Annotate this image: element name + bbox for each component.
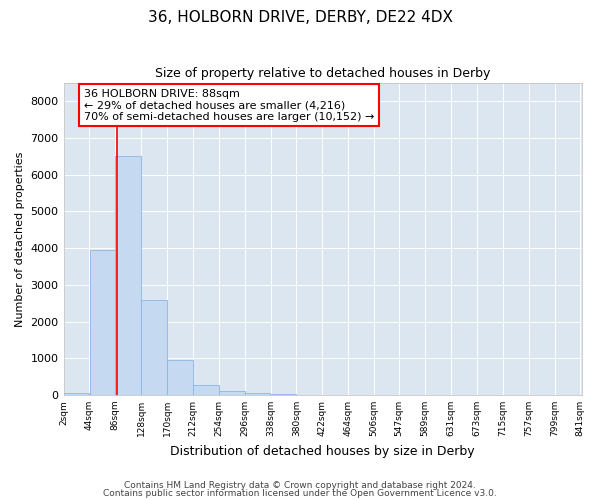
Bar [219,390,245,395]
Bar [141,300,167,395]
Text: 36 HOLBORN DRIVE: 88sqm
← 29% of detached houses are smaller (4,216)
70% of semi: 36 HOLBORN DRIVE: 88sqm ← 29% of detache… [84,88,374,122]
Text: 36, HOLBORN DRIVE, DERBY, DE22 4DX: 36, HOLBORN DRIVE, DERBY, DE22 4DX [148,10,452,25]
Bar [193,384,218,395]
Bar [89,250,115,395]
Bar [64,393,89,395]
Y-axis label: Number of detached properties: Number of detached properties [15,152,25,326]
Bar [245,393,271,395]
Text: Contains public sector information licensed under the Open Government Licence v3: Contains public sector information licen… [103,488,497,498]
Title: Size of property relative to detached houses in Derby: Size of property relative to detached ho… [155,68,490,80]
Bar [271,394,296,395]
Bar [115,156,141,395]
X-axis label: Distribution of detached houses by size in Derby: Distribution of detached houses by size … [170,444,475,458]
Text: Contains HM Land Registry data © Crown copyright and database right 2024.: Contains HM Land Registry data © Crown c… [124,481,476,490]
Bar [167,360,193,395]
